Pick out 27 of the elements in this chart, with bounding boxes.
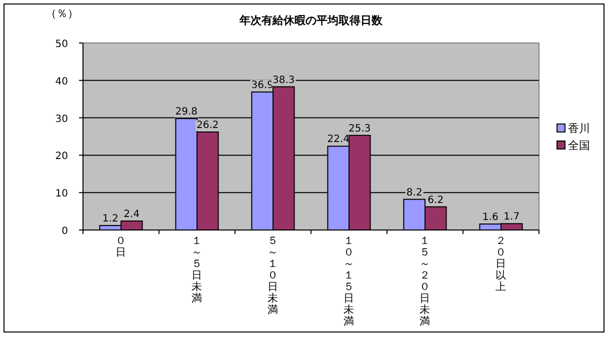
data-label: 6.2 — [428, 194, 444, 206]
data-label: 29.8 — [175, 106, 198, 118]
legend-label: 香川 — [568, 122, 590, 135]
y-tick-label: 40 — [55, 76, 68, 88]
y-tick-label: 10 — [55, 188, 68, 200]
data-label: 2.4 — [124, 209, 140, 220]
x-tick-label: １０～１５日未満 — [344, 235, 354, 328]
data-label: 1.6 — [482, 212, 498, 224]
x-tick-label: １～５日未満 — [192, 235, 202, 304]
data-label: 26.2 — [196, 120, 219, 132]
legend-label: 全国 — [568, 139, 590, 152]
x-tick-label: ５～１０日未満 — [268, 235, 278, 316]
data-label: 1.2 — [102, 214, 118, 225]
x-tick-label: １５～２０日未満 — [420, 235, 430, 328]
y-axis-title: （％） — [46, 7, 78, 20]
y-tick-label: 0 — [62, 226, 68, 237]
chart-title: 年次有給休暇の平均取得日数 — [238, 14, 384, 27]
y-tick-label: 20 — [55, 151, 68, 162]
y-tick-label: 30 — [55, 114, 68, 125]
data-label: 22.4 — [327, 134, 350, 146]
x-tick-label: ２０日以上 — [496, 235, 506, 293]
data-label: 8.2 — [406, 187, 422, 198]
x-tick-label: ０日 — [116, 235, 126, 258]
data-label: 1.7 — [504, 212, 520, 223]
data-label: 38.3 — [272, 74, 295, 86]
y-tick-label: 50 — [55, 39, 68, 50]
data-label: 25.3 — [348, 123, 371, 134]
